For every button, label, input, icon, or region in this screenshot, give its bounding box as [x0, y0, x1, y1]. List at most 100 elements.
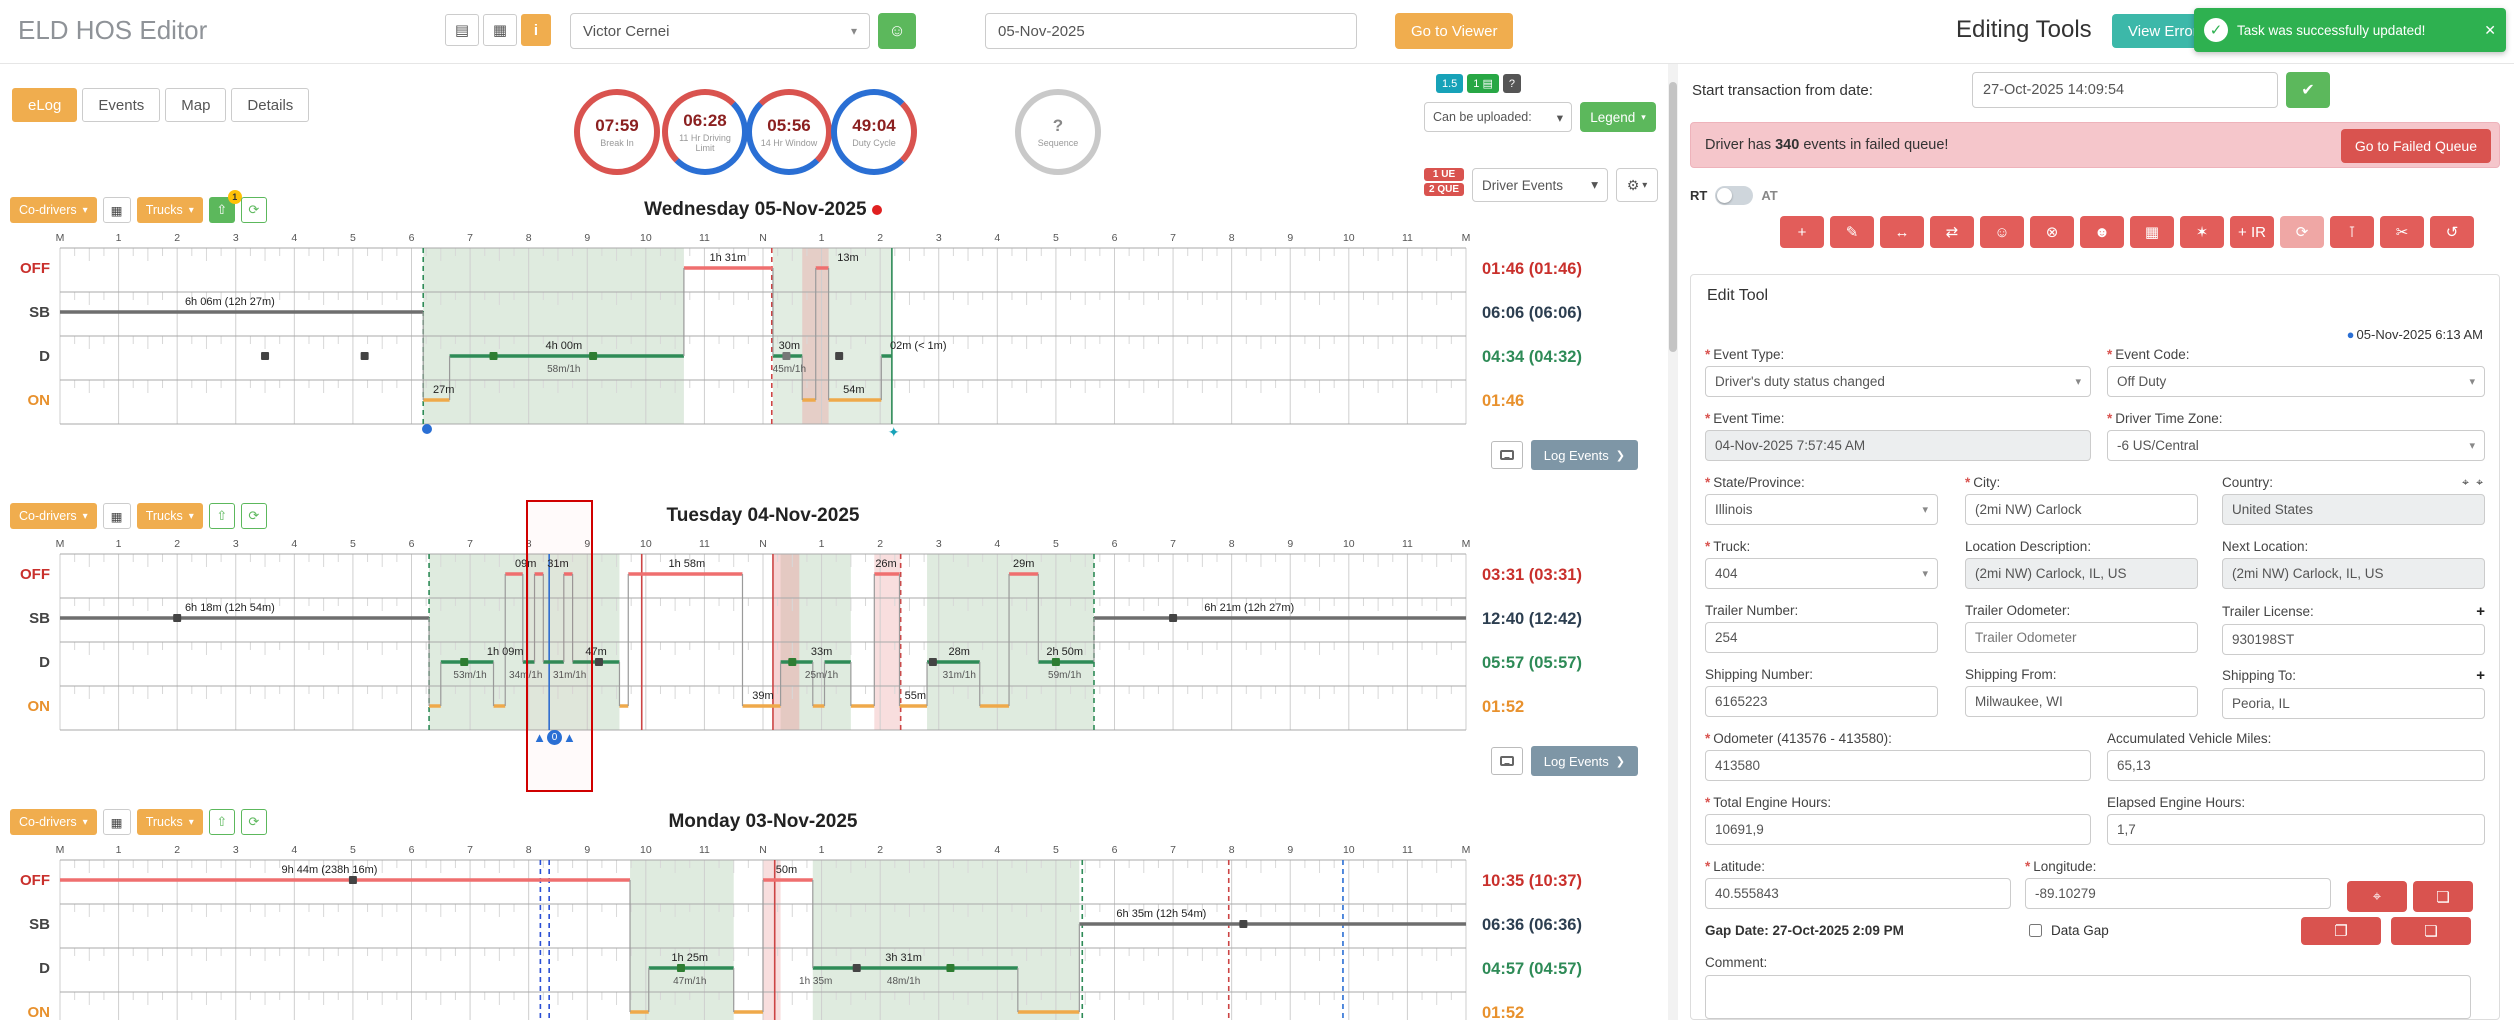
total-engine-hours-input[interactable] — [1705, 814, 2091, 845]
axis-label: M — [56, 232, 65, 244]
codrivers-dropdown[interactable]: Co-drivers ▾ — [10, 197, 97, 223]
tab-events[interactable]: Events — [82, 88, 161, 122]
copy-coords-button[interactable]: ❏ — [2413, 881, 2473, 912]
badge-help[interactable]: ? — [1502, 74, 1521, 93]
odometer-input[interactable] — [1705, 750, 2091, 781]
confirm-date-button[interactable]: ✔ — [2286, 72, 2330, 108]
duty-status-graph[interactable]: M 1 2 3 4 5 6 7 8 9 10 11 N 1 2 3 4 5 6 7 8 9 10 11 M OFF SB D ON 03:… — [4, 534, 1652, 762]
trailer-license-input[interactable] — [2222, 624, 2485, 655]
trucks-dropdown[interactable]: Trucks ▾ — [136, 809, 203, 835]
tool-driver-button[interactable]: ☺ — [1980, 216, 2024, 248]
next-location-input[interactable] — [2222, 558, 2485, 589]
tool-edit-button[interactable]: ✎ — [1830, 216, 1874, 248]
comment-textarea[interactable] — [1705, 975, 2471, 1019]
shipping-from-field: Shipping From: — [1965, 667, 2198, 717]
add-trailer-license-icon[interactable]: + — [2476, 603, 2485, 620]
refresh-icon[interactable]: ⟳ — [240, 809, 267, 835]
event-type-select[interactable]: Driver's duty status changed ▾ — [1705, 366, 2091, 397]
rt-at-toggle[interactable] — [1715, 186, 1754, 205]
refresh-icon[interactable]: ⟳ — [240, 197, 267, 223]
elapsed-engine-hours-input[interactable] — [2107, 814, 2485, 845]
tab-details[interactable]: Details — [231, 88, 310, 122]
latitude-input[interactable] — [1705, 878, 2011, 909]
badge-1-doc[interactable]: 1 ▤ — [1467, 74, 1499, 93]
truck-select[interactable]: 404 ▾ — [1705, 558, 1938, 589]
upload-icon[interactable]: ⇧ — [208, 809, 235, 835]
close-icon[interactable]: ✕ — [2484, 21, 2496, 38]
upload-icon[interactable]: ⇧ — [208, 503, 235, 529]
add-driver-button[interactable]: ☺ — [878, 13, 916, 49]
axis-label: 8 — [1229, 232, 1235, 244]
tool-split-button[interactable]: ✂ — [2380, 216, 2424, 248]
city-input[interactable] — [1965, 494, 2198, 525]
copy-event-button[interactable]: ❏ — [2391, 917, 2471, 945]
comment-bubble-icon[interactable] — [1490, 441, 1523, 469]
tool-insert-ir-button[interactable]: + IR — [2230, 216, 2274, 248]
tool-delete-button[interactable]: ⊗ — [2030, 216, 2074, 248]
legend-button[interactable]: Legend ▾ — [1580, 102, 1656, 132]
event-code-select[interactable]: Off Duty ▾ — [2107, 366, 2485, 397]
truck-grid-icon[interactable]: ▦ — [102, 503, 131, 529]
start-transaction-input[interactable] — [1972, 72, 2278, 108]
tool-columns-button[interactable]: ▦ — [2130, 216, 2174, 248]
codrivers-dropdown[interactable]: Co-drivers ▾ — [10, 503, 97, 529]
tool-refresh-button[interactable]: ⟳ — [2280, 216, 2324, 248]
trucks-dropdown[interactable]: Trucks ▾ — [136, 197, 203, 223]
refresh-icon[interactable]: ⟳ — [240, 503, 267, 529]
log-sheet-icon[interactable]: ▤ — [445, 14, 479, 46]
driver-select[interactable]: Victor Cernei ▾ — [570, 13, 870, 49]
locate-pin-button[interactable]: ⌖ — [2347, 881, 2407, 912]
state-select[interactable]: Illinois ▾ — [1705, 494, 1938, 525]
codrivers-dropdown[interactable]: Co-drivers ▾ — [10, 809, 97, 835]
upload-icon[interactable]: ⇧ 1 — [208, 190, 242, 223]
geo-pin-icons[interactable]: ⌖ ⌖ — [2462, 475, 2485, 489]
duplicate-button[interactable]: ❐ — [2301, 917, 2381, 945]
go-to-failed-queue-button[interactable]: Go to Failed Queue — [2340, 129, 2491, 163]
duty-status-graph[interactable]: M 1 2 3 4 5 6 7 8 9 10 11 N 1 2 3 4 5 6 7 8 9 10 11 M OFF SB D ON 01:… — [4, 228, 1652, 456]
event-time-input[interactable] — [1705, 430, 2091, 461]
chart-title: Monday 03-Nov-2025 — [668, 811, 858, 832]
vertical-scrollbar[interactable] — [1668, 64, 1678, 1020]
scrollbar-thumb[interactable] — [1669, 82, 1677, 352]
trailer-odometer-input[interactable] — [1965, 622, 2198, 653]
walk-marker[interactable]: ✦ — [876, 424, 900, 441]
tool-swap-button[interactable]: ⇄ — [1930, 216, 1974, 248]
timezone-select[interactable]: -6 US/Central ▾ — [2107, 430, 2485, 461]
log-events-button[interactable]: Log Events ❯ — [1530, 440, 1638, 470]
info-button[interactable]: i — [521, 14, 551, 46]
tool-align-button[interactable]: ⊺ — [2330, 216, 2374, 248]
shipping-from-input[interactable] — [1965, 686, 2198, 717]
tool-undo-button[interactable]: ↺ — [2430, 216, 2474, 248]
driver-events-select[interactable]: Driver Events ▾ — [1472, 168, 1608, 202]
longitude-input[interactable] — [2025, 878, 2331, 909]
tool-autofix-button[interactable]: ✶ — [2180, 216, 2224, 248]
truck-grid-icon[interactable]: ▦ — [102, 197, 131, 223]
trailer-number-input[interactable] — [1705, 622, 1938, 653]
split-view-icon[interactable]: ▦ — [483, 14, 517, 46]
log-events-button[interactable]: Log Events ❯ — [1530, 746, 1638, 776]
tool-move-button[interactable]: ↔ — [1880, 216, 1924, 248]
location-description-input[interactable] — [1965, 558, 2198, 589]
tool-codrivers-button[interactable]: ☻ — [2080, 216, 2124, 248]
can-be-uploaded-select[interactable]: Can be uploaded: ▾ — [1424, 102, 1572, 132]
comment-bubble-icon[interactable] — [1490, 747, 1523, 775]
shipping-number-input[interactable] — [1705, 686, 1938, 717]
add-shipping-to-icon[interactable]: + — [2476, 667, 2485, 684]
badge-1-5[interactable]: 1.5 — [1436, 74, 1464, 93]
event-pin-group[interactable]: ▲ 0 ▲ — [533, 730, 576, 745]
tab-map[interactable]: Map — [165, 88, 227, 122]
row-total: 05:57 (05:57) — [1482, 654, 1582, 672]
event-marker — [946, 964, 955, 972]
truck-grid-icon[interactable]: ▦ — [102, 809, 131, 835]
tab-elog[interactable]: eLog — [12, 88, 78, 122]
shipping-to-input[interactable] — [2222, 688, 2485, 719]
accumulated-miles-input[interactable] — [2107, 750, 2485, 781]
tool-add-button[interactable]: + — [1780, 216, 1824, 248]
data-gap-checkbox[interactable] — [2029, 924, 2042, 937]
settings-dropdown[interactable]: ⚙ ▾ — [1616, 168, 1658, 202]
trucks-dropdown[interactable]: Trucks ▾ — [136, 503, 203, 529]
event-dot[interactable] — [410, 424, 433, 434]
date-input[interactable] — [985, 13, 1357, 49]
duty-status-graph[interactable]: M 1 2 3 4 5 6 7 8 9 10 11 N 1 2 3 4 5 6 7 8 9 10 11 M OFF SB D ON 10:… — [4, 840, 1652, 1020]
go-to-viewer-button[interactable]: Go to Viewer — [1395, 13, 1514, 49]
